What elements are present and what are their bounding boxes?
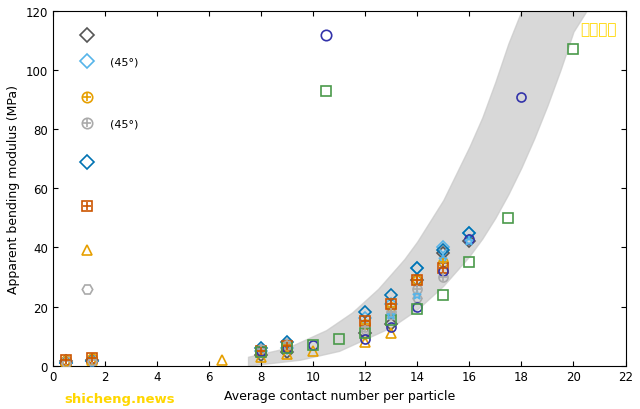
Y-axis label: Apparent bending modulus (MPa): Apparent bending modulus (MPa) xyxy=(7,85,20,293)
X-axis label: Average contact number per particle: Average contact number per particle xyxy=(223,389,455,402)
Text: shicheng.news: shicheng.news xyxy=(64,392,175,405)
Text: 狮城新闻: 狮城新闻 xyxy=(580,22,617,38)
Text: (45°): (45°) xyxy=(110,119,138,129)
Text: (45°): (45°) xyxy=(110,57,138,67)
